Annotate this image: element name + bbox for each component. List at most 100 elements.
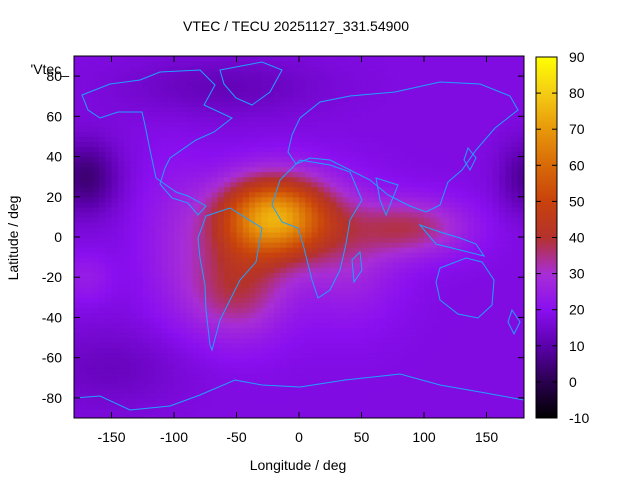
- heatmap-cell: [436, 322, 444, 329]
- heatmap-cell: [174, 317, 181, 324]
- heatmap-cell: [167, 242, 175, 248]
- heatmap-cell: [242, 297, 250, 303]
- heatmap-cell: [449, 71, 456, 77]
- heatmap-cell: [136, 242, 144, 248]
- heatmap-cell: [461, 407, 469, 414]
- heatmap-cell: [167, 221, 175, 228]
- heatmap-cell: [392, 317, 400, 324]
- heatmap-cell: [417, 66, 425, 72]
- heatmap-cell: [486, 412, 494, 418]
- heatmap-cell: [380, 186, 388, 193]
- heatmap-cell: [280, 337, 288, 344]
- heatmap-cell: [380, 76, 388, 82]
- heatmap-cell: [449, 242, 456, 248]
- heatmap-cell: [442, 287, 450, 293]
- heatmap-cell: [236, 121, 244, 127]
- heatmap-cell: [242, 347, 250, 354]
- heatmap-cell: [174, 201, 181, 208]
- heatmap-cell: [230, 206, 238, 213]
- heatmap-cell: [155, 367, 163, 374]
- heatmap-cell: [149, 362, 156, 369]
- heatmap-cell: [380, 136, 388, 143]
- heatmap-cell: [142, 332, 150, 339]
- heatmap-cell: [449, 66, 456, 72]
- heatmap-cell: [336, 382, 344, 389]
- heatmap-cell: [80, 242, 88, 248]
- heatmap-cell: [349, 312, 356, 319]
- heatmap-cell: [299, 131, 306, 138]
- heatmap-cell: [417, 231, 425, 238]
- heatmap-cell: [199, 151, 206, 158]
- heatmap-cell: [155, 151, 163, 158]
- heatmap-cell: [274, 71, 281, 77]
- heatmap-cell: [367, 141, 375, 148]
- heatmap-cell: [305, 342, 313, 349]
- heatmap-cell: [199, 357, 206, 364]
- heatmap-cell: [155, 126, 163, 133]
- heatmap-cell: [486, 186, 494, 193]
- heatmap-cell: [224, 242, 231, 248]
- heatmap-cell: [224, 297, 231, 303]
- heatmap-cell: [399, 166, 406, 173]
- heatmap-cell: [117, 322, 125, 329]
- heatmap-cell: [136, 412, 144, 418]
- heatmap-cell: [261, 342, 269, 349]
- heatmap-cell: [224, 362, 231, 369]
- heatmap-cell: [392, 216, 400, 223]
- heatmap-cell: [442, 282, 450, 288]
- heatmap-cell: [324, 257, 331, 263]
- heatmap-cell: [99, 272, 106, 278]
- heatmap-cell: [355, 226, 363, 233]
- heatmap-cell: [499, 96, 506, 102]
- heatmap-cell: [249, 282, 256, 288]
- heatmap-cell: [242, 76, 250, 82]
- heatmap-cell: [499, 262, 506, 268]
- heatmap-cell: [92, 412, 100, 418]
- heatmap-cell: [467, 412, 475, 418]
- heatmap-cell: [361, 171, 369, 178]
- heatmap-cell: [442, 161, 450, 168]
- heatmap-cell: [117, 221, 125, 228]
- heatmap-cell: [186, 367, 194, 374]
- heatmap-cell: [255, 206, 263, 213]
- heatmap-cell: [274, 96, 281, 102]
- heatmap-cell: [436, 312, 444, 319]
- heatmap-cell: [499, 191, 506, 198]
- heatmap-cell: [336, 367, 344, 374]
- heatmap-cell: [474, 146, 481, 153]
- heatmap-cell: [286, 131, 294, 138]
- heatmap-cell: [317, 111, 325, 117]
- heatmap-cell: [374, 327, 381, 334]
- heatmap-cell: [255, 81, 263, 87]
- heatmap-cell: [486, 211, 494, 218]
- heatmap-cell: [224, 347, 231, 354]
- heatmap-cell: [180, 322, 188, 329]
- heatmap-cell: [417, 297, 425, 303]
- heatmap-cell: [442, 206, 450, 213]
- heatmap-cell: [424, 191, 431, 198]
- heatmap-cell: [199, 101, 206, 107]
- heatmap-cell: [92, 402, 100, 409]
- heatmap-cell: [286, 327, 294, 334]
- heatmap-cell: [249, 382, 256, 389]
- heatmap-cell: [336, 247, 344, 253]
- heatmap-cell: [342, 287, 350, 293]
- heatmap-cell: [136, 317, 144, 324]
- heatmap-cell: [236, 56, 244, 62]
- heatmap-cell: [92, 332, 100, 339]
- heatmap-cell: [74, 161, 81, 168]
- heatmap-cell: [111, 81, 119, 87]
- heatmap-cell: [217, 216, 225, 223]
- heatmap-cell: [455, 297, 463, 303]
- heatmap-cell: [442, 337, 450, 344]
- heatmap-cell: [261, 412, 269, 418]
- heatmap-cell: [124, 362, 131, 369]
- heatmap-cell: [380, 272, 388, 278]
- heatmap-cell: [255, 342, 263, 349]
- heatmap-cell: [436, 337, 444, 344]
- heatmap-cell: [249, 392, 256, 399]
- heatmap-cell: [399, 221, 406, 228]
- heatmap-cell: [255, 66, 263, 72]
- heatmap-cell: [305, 166, 313, 173]
- heatmap-cell: [80, 307, 88, 314]
